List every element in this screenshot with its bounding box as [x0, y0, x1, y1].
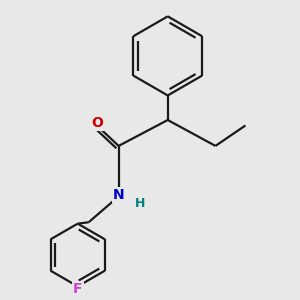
Text: O: O: [91, 116, 103, 130]
Text: N: N: [113, 188, 124, 202]
Text: F: F: [73, 282, 82, 296]
Text: H: H: [135, 197, 146, 210]
